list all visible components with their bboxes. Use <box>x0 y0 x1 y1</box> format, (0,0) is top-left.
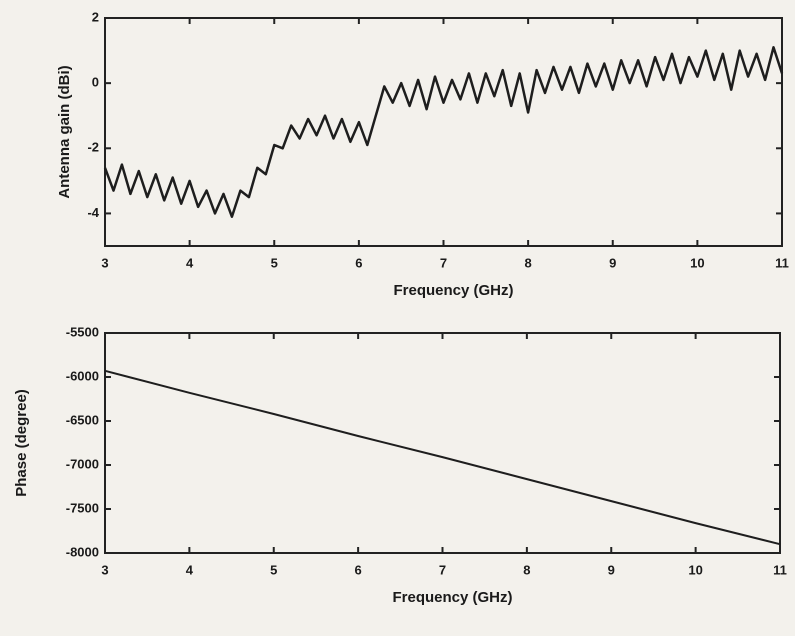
x-tick-label: 3 <box>101 562 108 577</box>
x-tick-label: 4 <box>186 562 194 577</box>
x-tick-label: 5 <box>271 255 278 270</box>
x-tick-label: 11 <box>773 562 787 577</box>
x-tick-label: 9 <box>608 562 615 577</box>
y-tick-label: -8000 <box>66 544 99 559</box>
y-tick-label: -7500 <box>66 500 99 515</box>
y-tick-label: -7000 <box>66 456 99 471</box>
plot-frame <box>104 332 781 554</box>
x-tick-label: 8 <box>523 562 530 577</box>
x-tick-label: 8 <box>525 255 532 270</box>
x-tick-label: 6 <box>355 562 362 577</box>
data-line <box>104 369 781 546</box>
x-axis-label: Frequency (GHz) <box>393 282 513 299</box>
y-axis-label: Phase (degree) <box>13 389 30 497</box>
x-tick-label: 11 <box>775 255 789 270</box>
x-tick-label: 10 <box>688 562 702 577</box>
x-tick-label: 6 <box>355 255 362 270</box>
x-tick-label: 7 <box>440 255 447 270</box>
x-tick-label: 3 <box>101 255 108 270</box>
data-line <box>103 46 784 218</box>
x-tick-label: 7 <box>439 562 446 577</box>
y-tick-label: -5500 <box>66 324 99 339</box>
x-tick-label: 9 <box>609 255 616 270</box>
x-tick-label: 4 <box>186 255 194 270</box>
y-axis-label: Antenna gain (dBi) <box>56 65 73 198</box>
y-tick-label: 0 <box>92 75 99 90</box>
plot-frame <box>104 17 783 247</box>
y-tick-label: -4 <box>87 205 99 220</box>
y-tick-label: -6000 <box>66 368 99 383</box>
x-tick-label: 5 <box>270 562 277 577</box>
y-tick-label: -6500 <box>66 412 99 427</box>
y-tick-label: 2 <box>92 9 99 24</box>
x-tick-label: 10 <box>690 255 704 270</box>
y-tick-label: -2 <box>87 140 99 155</box>
x-axis-label: Frequency (GHz) <box>392 589 512 606</box>
